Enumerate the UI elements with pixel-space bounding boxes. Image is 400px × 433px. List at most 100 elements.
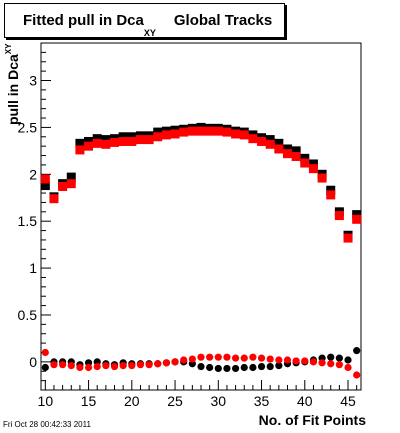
data-point-circle xyxy=(162,359,171,367)
data-point-square xyxy=(308,159,318,169)
data-point-square xyxy=(92,138,102,148)
data-point-square xyxy=(282,149,292,159)
data-point-square xyxy=(84,136,94,146)
data-point-square xyxy=(118,136,128,146)
data-point-square xyxy=(231,129,241,139)
data-point-square xyxy=(213,126,223,136)
data-point-circle xyxy=(171,358,179,366)
data-point-square xyxy=(118,132,128,142)
x-tick-label: 40 xyxy=(297,393,313,409)
data-point-circle xyxy=(309,358,318,366)
data-point-circle xyxy=(275,362,283,370)
data-point-circle xyxy=(292,357,300,365)
data-point-square xyxy=(84,141,94,151)
data-point-circle xyxy=(188,355,196,363)
data-point-circle xyxy=(249,353,257,361)
data-point-circle xyxy=(41,348,49,357)
data-point-square xyxy=(153,132,163,142)
data-point-square xyxy=(248,134,258,144)
data-point-circle xyxy=(145,361,153,369)
data-point-square xyxy=(352,210,362,220)
data-point-circle xyxy=(223,364,231,373)
plot-frame xyxy=(40,42,362,391)
y-tick-label: 2.5 xyxy=(18,119,38,135)
data-point-square xyxy=(265,135,275,145)
data-point-square xyxy=(66,172,76,182)
data-point-circle xyxy=(240,363,248,372)
data-point-circle xyxy=(197,353,205,361)
data-point-square xyxy=(58,181,68,191)
data-point-circle xyxy=(93,362,101,371)
data-point-square xyxy=(205,126,215,136)
data-point-square xyxy=(144,135,154,145)
data-point-square xyxy=(179,127,189,137)
data-point-square xyxy=(291,151,301,161)
data-point-square xyxy=(317,173,327,183)
chart-title: Fitted pull in DcaXY Global Tracks xyxy=(23,12,273,38)
x-tick-label: 25 xyxy=(167,393,183,409)
x-tick-label: 15 xyxy=(81,393,97,409)
data-point-circle xyxy=(335,361,343,369)
data-point-circle xyxy=(318,359,326,367)
data-point-square xyxy=(308,164,318,174)
data-point-circle xyxy=(283,356,292,364)
title-main: Fitted pull in Dca xyxy=(23,12,144,29)
data-point-square xyxy=(101,139,111,149)
data-point-square xyxy=(135,135,145,145)
y-tick-label: 0 xyxy=(29,354,37,370)
x-tick-label: 20 xyxy=(124,393,140,409)
data-point-square xyxy=(274,144,284,154)
data-point-circle xyxy=(240,354,248,362)
data-point-circle xyxy=(197,362,205,371)
data-point-circle xyxy=(266,362,274,371)
data-point-circle xyxy=(257,354,266,362)
data-point-circle xyxy=(206,353,214,361)
timestamp: Fri Oct 28 00:42:33 2011 xyxy=(3,420,91,429)
x-axis-label: No. of Fit Points xyxy=(258,412,366,428)
data-point-square xyxy=(40,181,50,191)
data-point-square xyxy=(161,130,171,140)
data-point-square xyxy=(343,233,353,243)
y-tick-label: 0.5 xyxy=(18,307,38,323)
data-point-circle xyxy=(327,360,335,368)
data-point-square xyxy=(110,137,120,147)
data-point-circle xyxy=(84,363,93,372)
title-box: Fitted pull in DcaXY Global Tracks xyxy=(4,3,285,38)
data-point-square xyxy=(170,129,180,139)
data-point-circle xyxy=(180,356,188,364)
y-tick-label: 1.5 xyxy=(18,213,38,229)
data-point-square xyxy=(334,211,344,221)
data-point-circle xyxy=(231,364,240,373)
data-point-square xyxy=(40,174,50,184)
data-point-square xyxy=(153,127,163,137)
data-point-circle xyxy=(231,354,240,362)
data-point-square xyxy=(75,145,85,155)
y-tick-label: 3 xyxy=(29,73,37,89)
x-tick-label: 35 xyxy=(254,393,270,409)
data-points xyxy=(40,122,362,379)
x-tick-label: 30 xyxy=(211,393,227,409)
data-point-square xyxy=(300,158,310,168)
title-rest: Global Tracks xyxy=(173,12,273,29)
data-point-circle xyxy=(257,362,266,371)
data-point-circle xyxy=(344,356,352,364)
data-point-square xyxy=(66,179,76,189)
data-point-circle xyxy=(301,357,309,365)
data-point-square xyxy=(101,135,111,145)
data-point-circle xyxy=(214,353,222,361)
data-point-square xyxy=(92,134,102,144)
data-point-square xyxy=(75,138,85,148)
data-point-square xyxy=(257,136,267,146)
data-point-circle xyxy=(41,363,49,372)
data-point-square xyxy=(274,138,284,148)
data-point-circle xyxy=(266,355,274,363)
x-tick-label: 45 xyxy=(340,393,356,409)
data-point-circle xyxy=(353,371,361,379)
data-point-circle xyxy=(223,353,231,361)
data-point-square xyxy=(239,130,249,140)
data-point-square xyxy=(127,136,137,146)
x-tick-label: 10 xyxy=(38,393,54,409)
data-point-square xyxy=(265,139,275,149)
data-point-square xyxy=(291,146,301,156)
